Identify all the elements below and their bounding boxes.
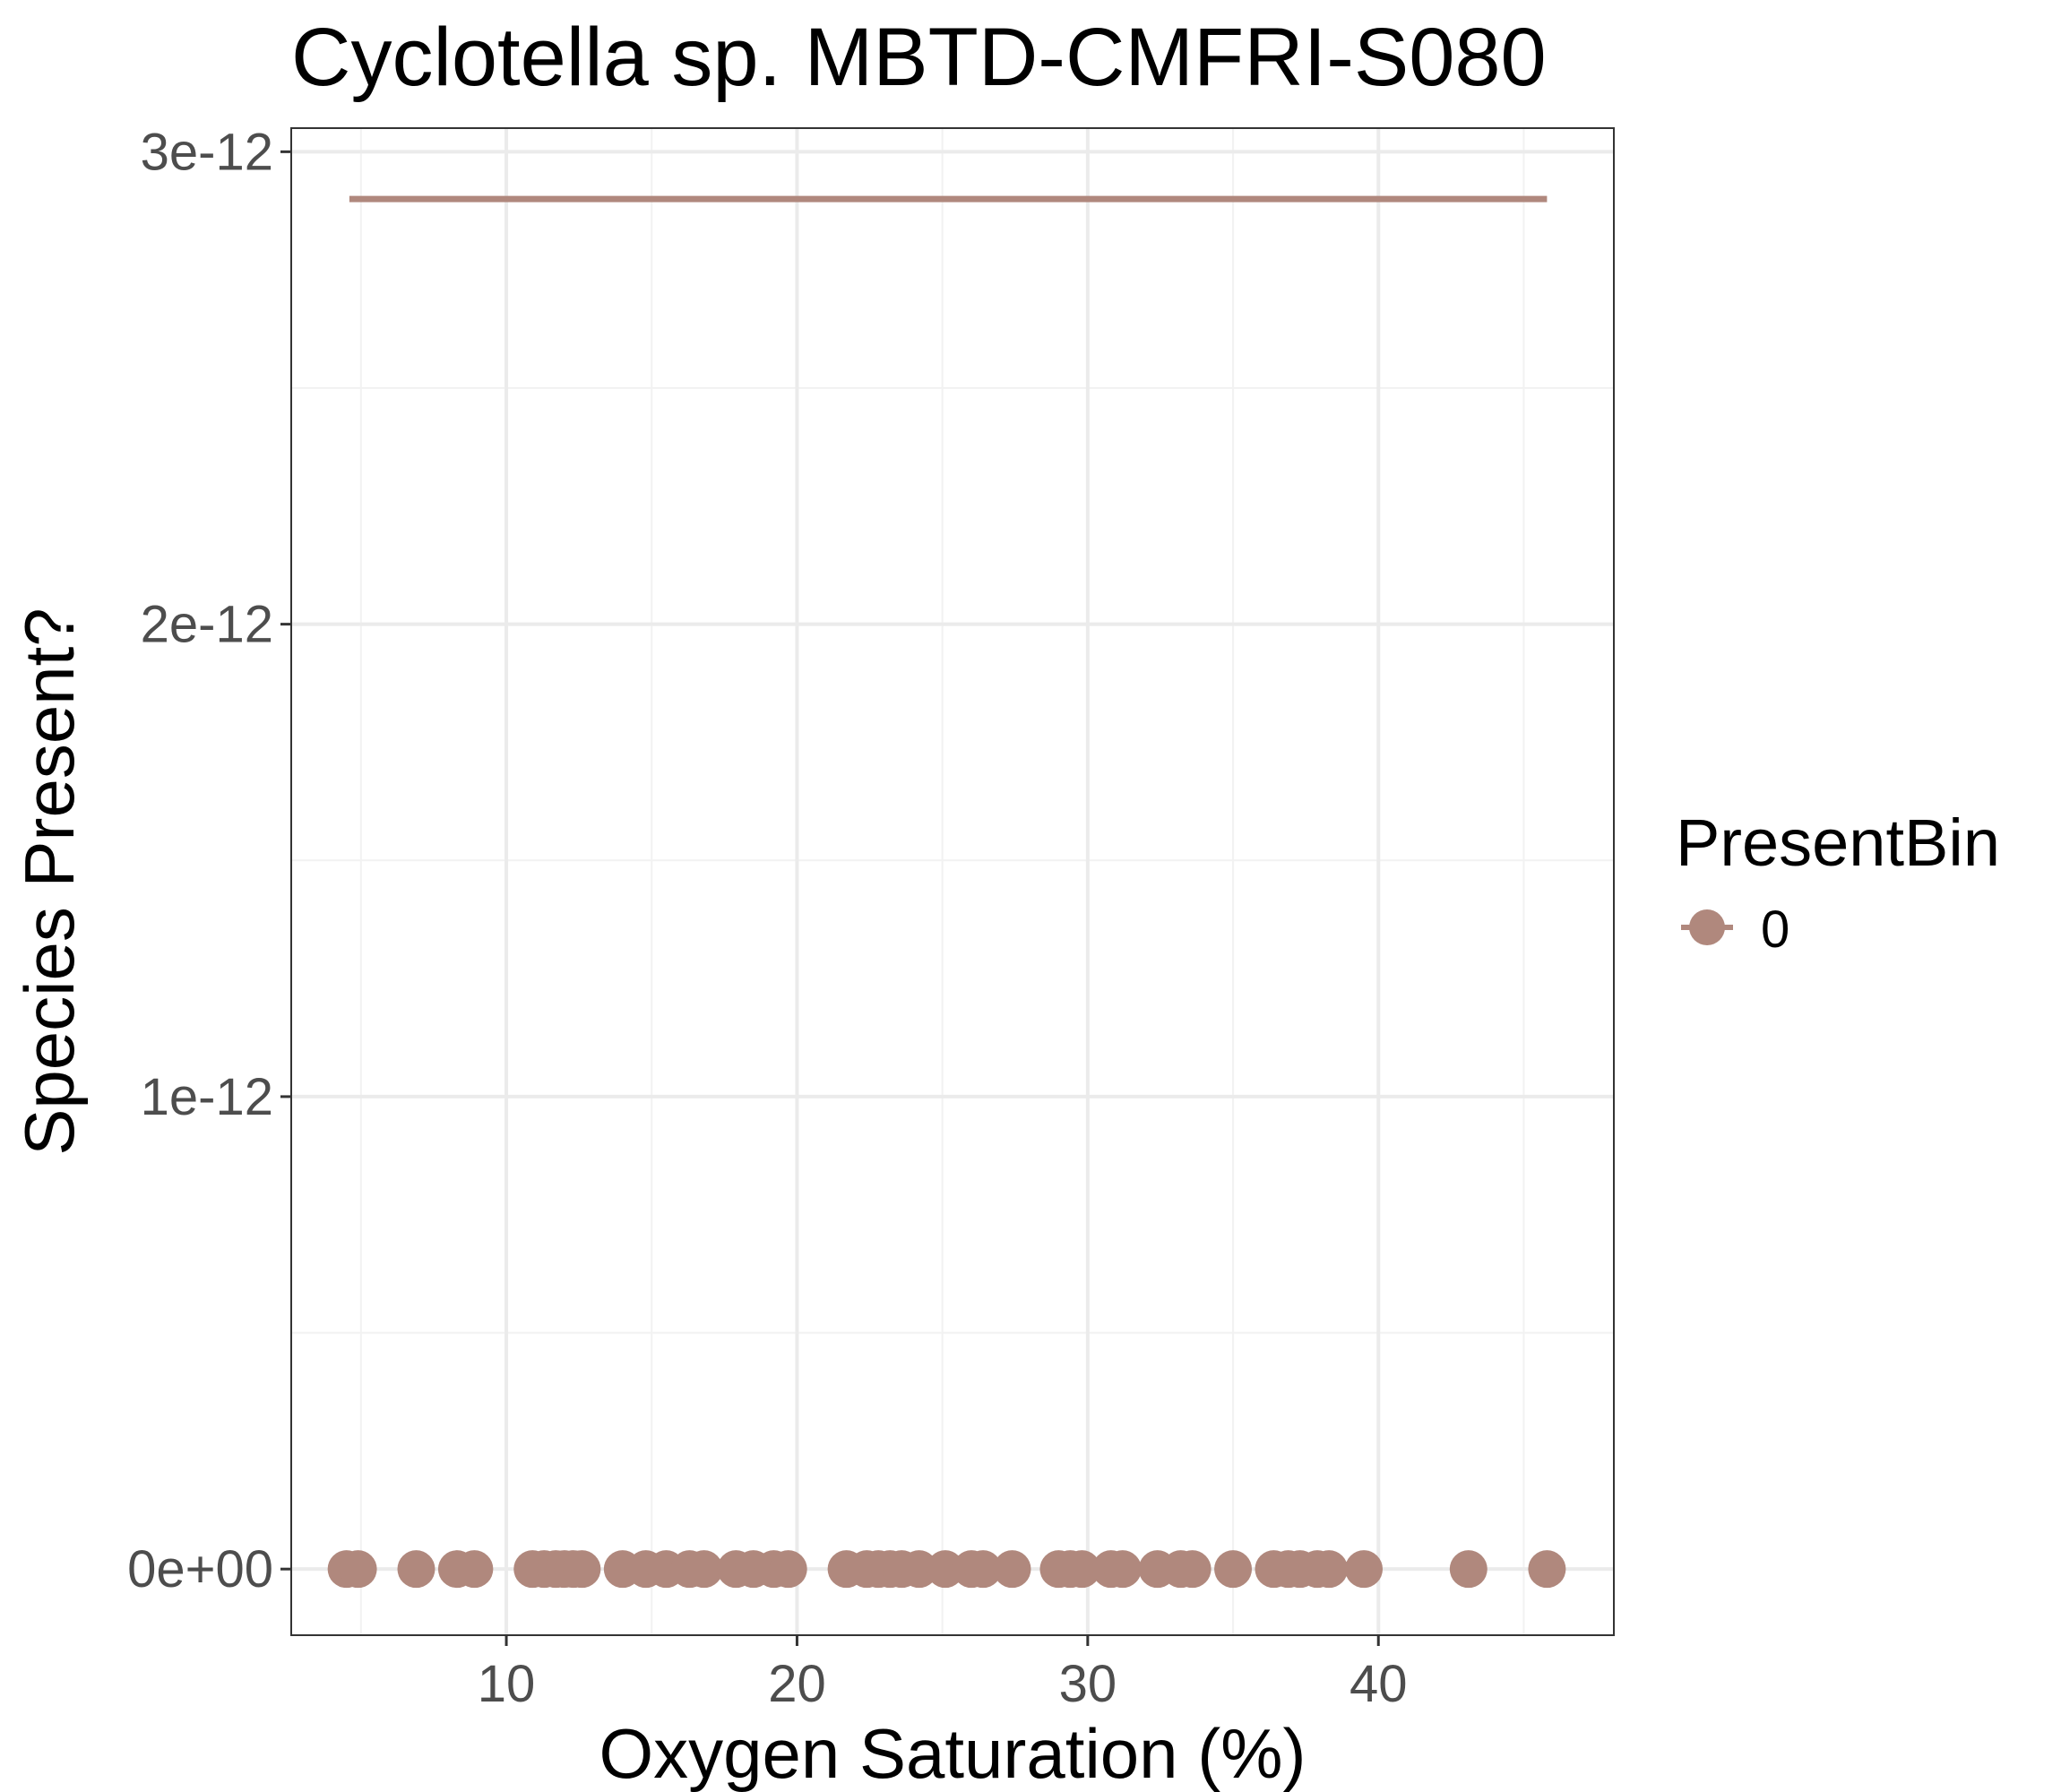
data-point: [926, 1550, 964, 1589]
data-point: [993, 1550, 1031, 1589]
y-axis-ticks: 0e+00 1e-12 2e-12 3e-12: [127, 123, 291, 1598]
data-point: [964, 1550, 1003, 1589]
plot-panel: [291, 128, 1614, 1635]
data-point: [1345, 1550, 1384, 1589]
legend-key-marker: [1689, 909, 1725, 945]
data-point: [1214, 1550, 1253, 1589]
chart-title: Cyclotella sp. MBTD-CMFRI-S080: [291, 12, 1547, 103]
y-axis-title: Species Present?: [10, 607, 89, 1155]
data-points: [327, 1550, 1566, 1589]
data-point: [1173, 1550, 1212, 1589]
x-axis-ticks: 10 20 30 40: [478, 1635, 1408, 1713]
data-point: [563, 1550, 601, 1589]
x-tick-label: 10: [478, 1655, 536, 1713]
data-point: [1449, 1550, 1488, 1589]
data-point: [1103, 1550, 1142, 1589]
y-tick-label: 1e-12: [141, 1068, 273, 1126]
data-point: [397, 1550, 435, 1589]
x-tick-label: 40: [1350, 1655, 1408, 1713]
data-point: [685, 1550, 723, 1589]
x-axis-title: Oxygen Saturation (%): [599, 1714, 1306, 1792]
x-tick-label: 20: [768, 1655, 826, 1713]
data-point: [1310, 1550, 1349, 1589]
y-tick-label: 3e-12: [141, 123, 273, 181]
legend-label: 0: [1761, 900, 1789, 959]
legend: PresentBin 0: [1676, 806, 2000, 959]
data-point: [769, 1550, 807, 1589]
x-tick-label: 30: [1059, 1655, 1117, 1713]
data-point: [1063, 1550, 1101, 1589]
data-point: [900, 1550, 938, 1589]
y-tick-label: 0e+00: [127, 1540, 273, 1598]
data-point: [455, 1550, 494, 1589]
y-tick-label: 2e-12: [141, 596, 273, 654]
plot-border: [290, 127, 1615, 1636]
data-point: [1528, 1550, 1566, 1589]
data-point: [339, 1550, 377, 1589]
legend-title: PresentBin: [1676, 806, 2000, 880]
